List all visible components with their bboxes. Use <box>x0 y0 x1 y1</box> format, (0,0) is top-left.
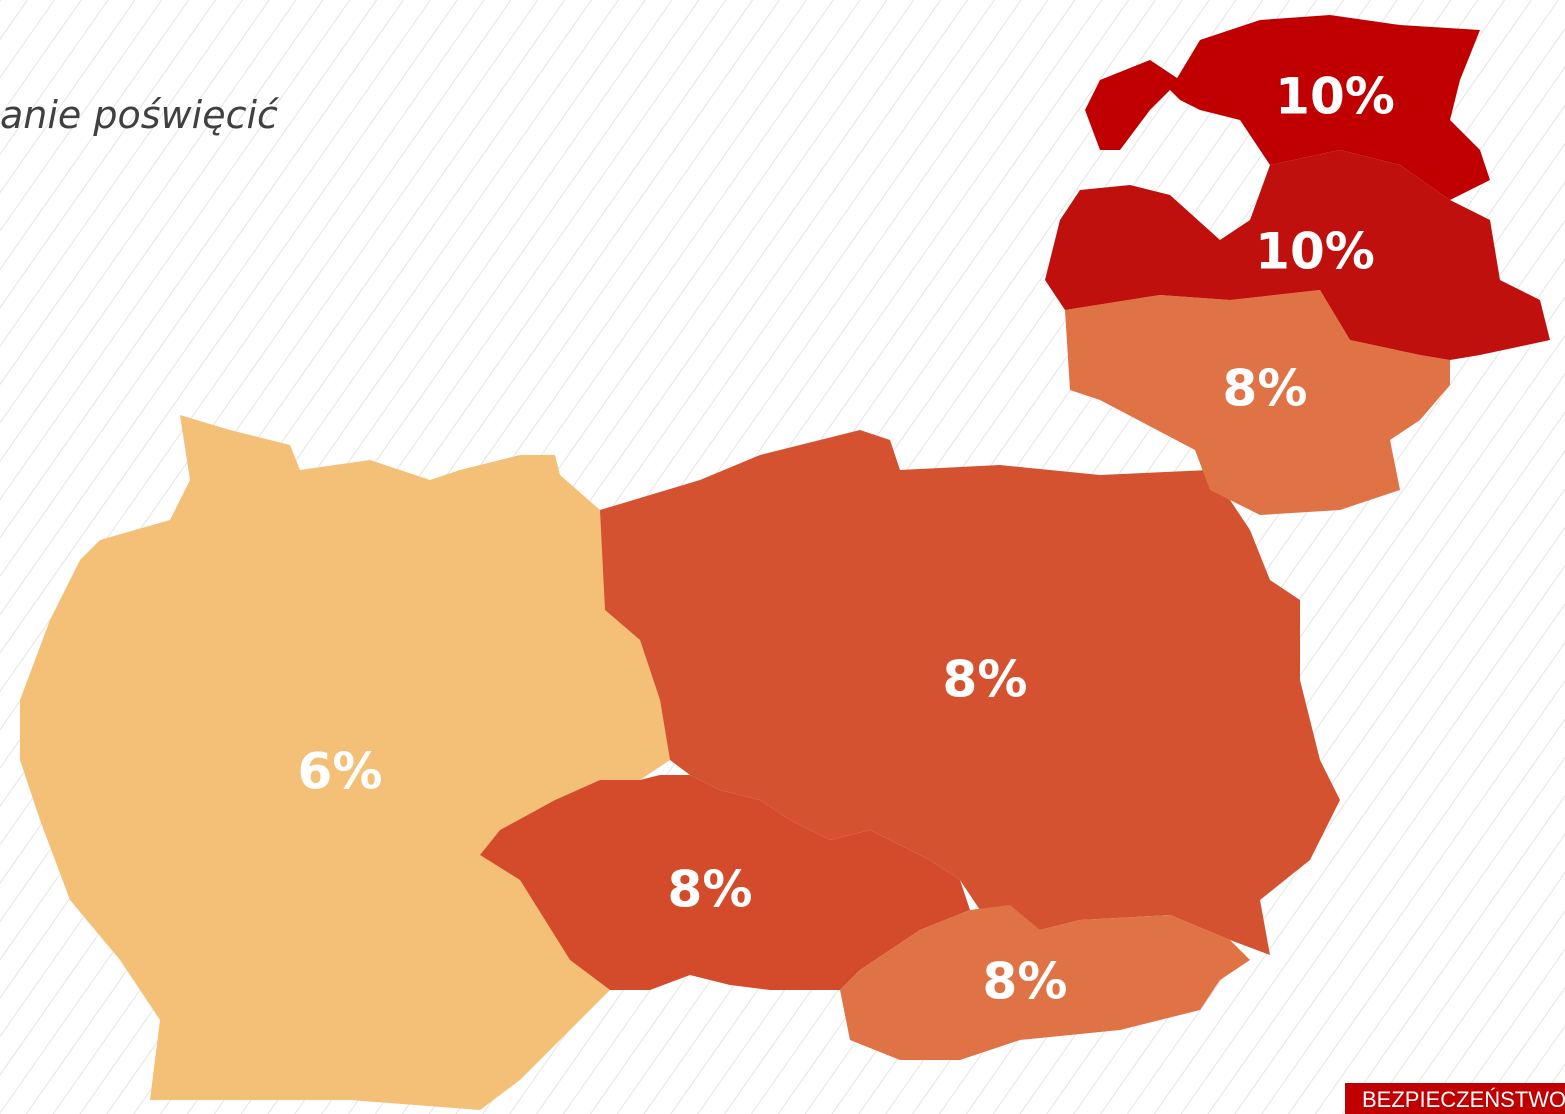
region-label: 6% <box>298 743 383 801</box>
region-label: 8% <box>668 861 753 919</box>
estonia-island <box>1085 60 1180 150</box>
title: anie poświęcić <box>0 93 280 137</box>
region-label: 10% <box>1255 223 1375 281</box>
lithuania <box>1065 290 1450 515</box>
region-label: 8% <box>943 651 1028 709</box>
region-label: 8% <box>1223 360 1308 418</box>
footer-bar <box>1345 1083 1565 1114</box>
germany <box>20 415 670 1110</box>
region-label: 8% <box>983 953 1068 1011</box>
czechia <box>480 775 970 990</box>
latvia <box>1045 150 1550 360</box>
footer-text: BEZPIECZEŃSTWO <box>1362 1087 1565 1112</box>
slovakia <box>840 905 1250 1060</box>
poland <box>600 430 1340 955</box>
estonia <box>1170 15 1490 200</box>
region-label: 10% <box>1275 68 1395 126</box>
